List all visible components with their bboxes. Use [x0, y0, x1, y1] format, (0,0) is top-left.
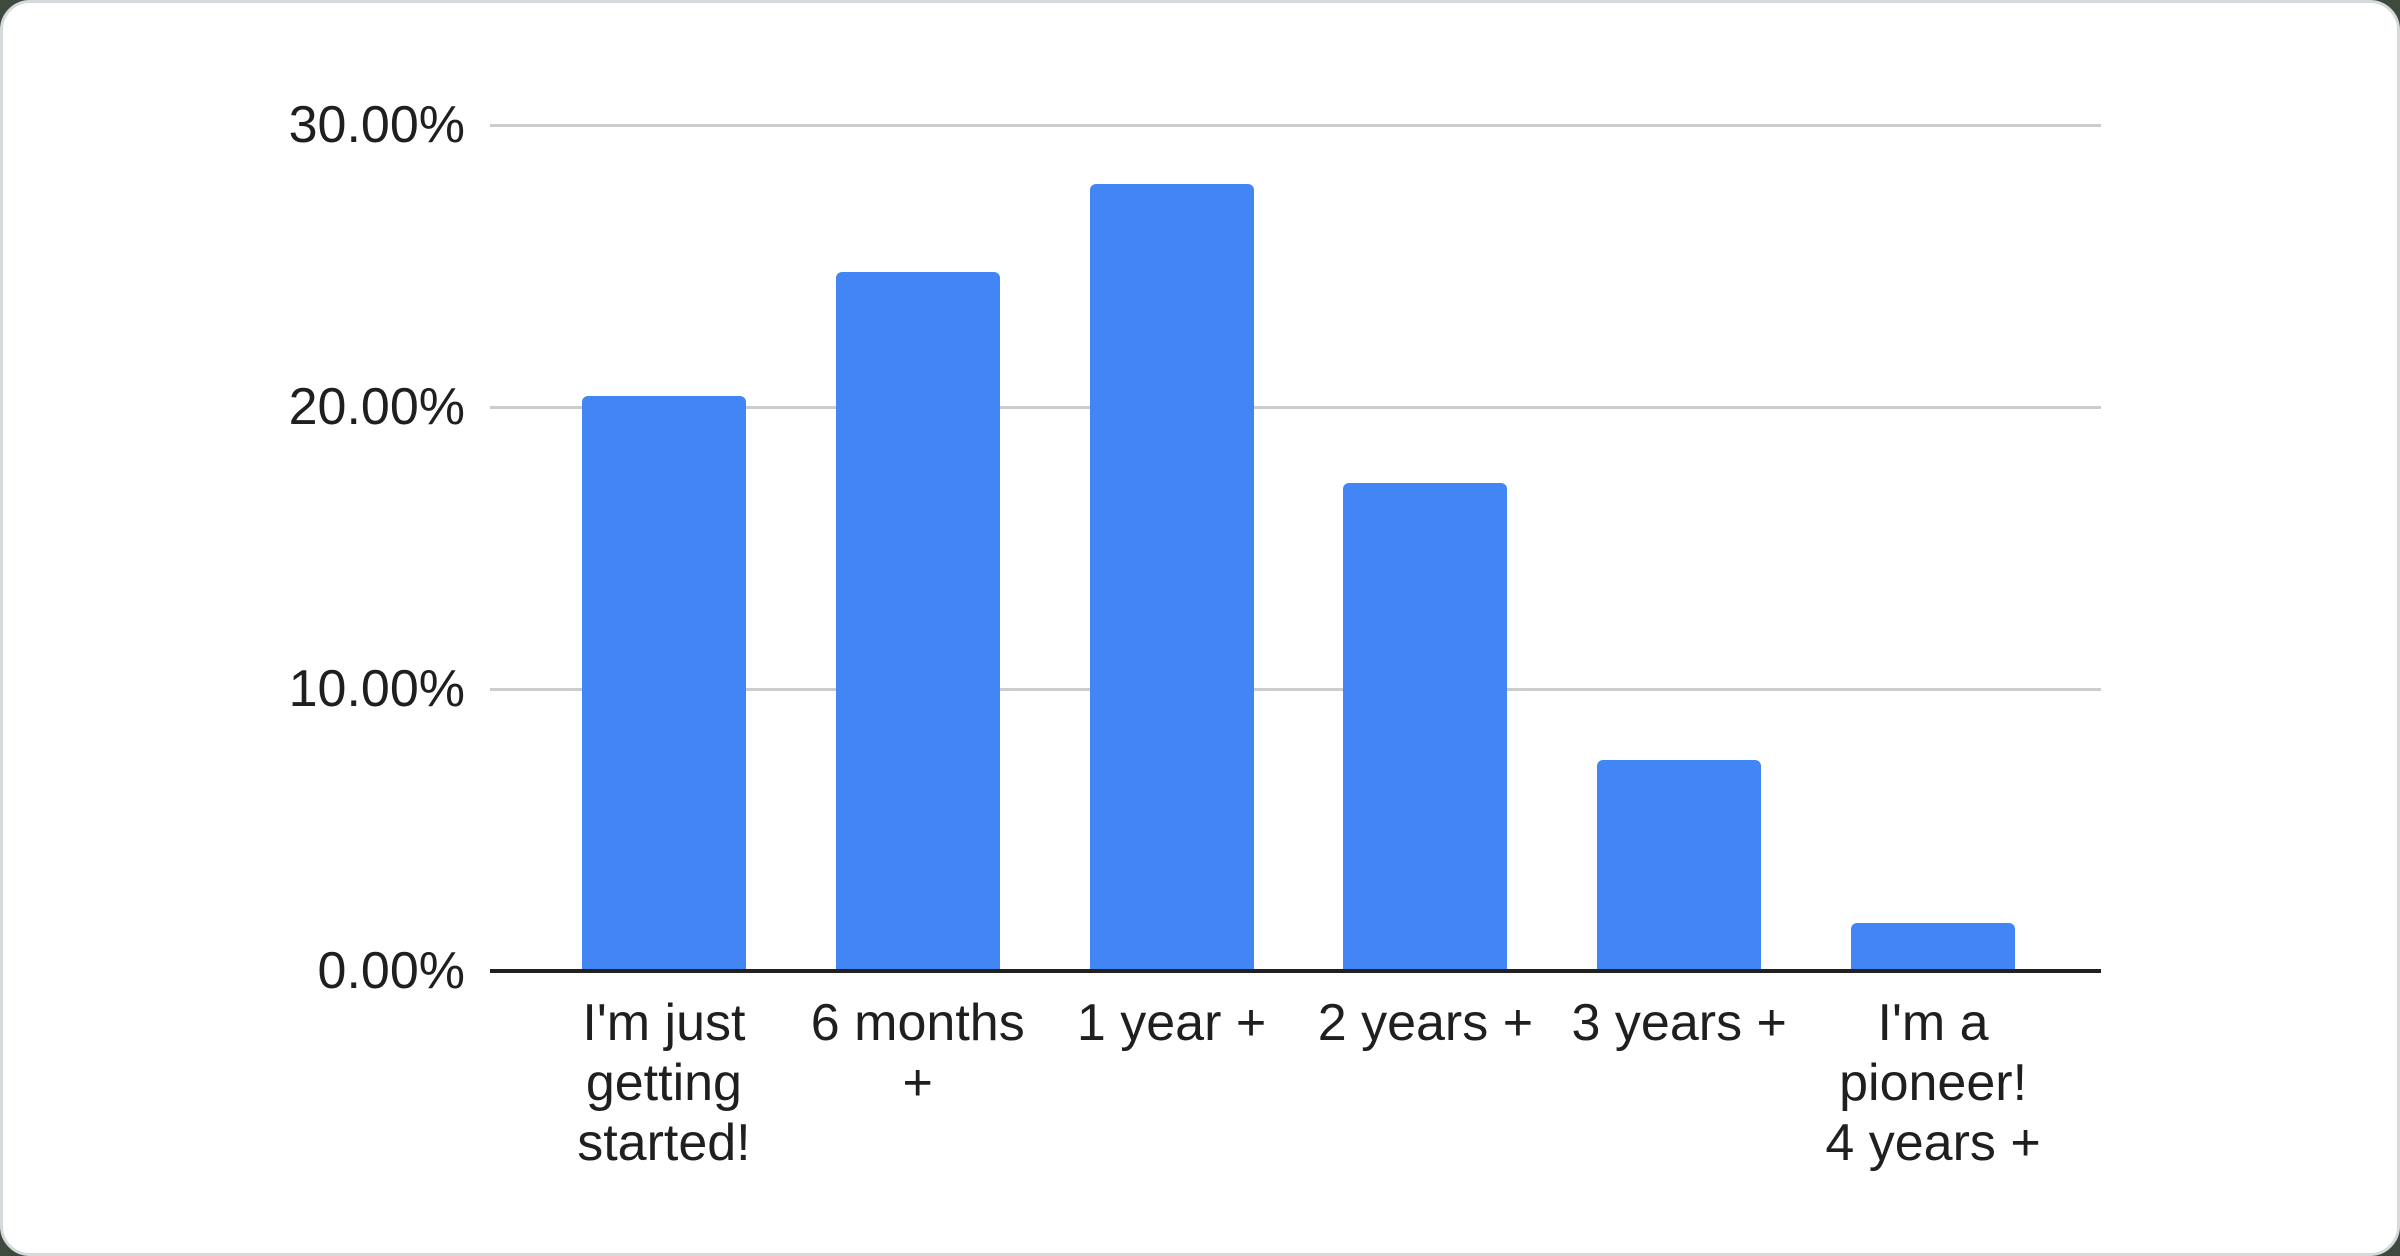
x-axis-category-label: 1 year + — [1076, 994, 1267, 1052]
y-axis-tick-label: 0.00% — [317, 942, 465, 1000]
gridline — [490, 688, 2101, 691]
bar[interactable] — [1089, 184, 1254, 971]
bar-band — [1806, 125, 2060, 971]
bar[interactable] — [1851, 923, 2016, 971]
x-axis-labels: I'm just getting started! 6 months + 1 y… — [537, 993, 2060, 1173]
x-axis-category-label: 6 months + — [810, 994, 1025, 1112]
bars-row — [537, 125, 2060, 971]
x-axis-category-label: 2 years + — [1317, 994, 1534, 1052]
gridline — [490, 124, 2101, 127]
bar[interactable] — [835, 271, 1000, 971]
x-axis-category-label: 3 years + — [1571, 994, 1787, 1052]
bar-chart: 30.00% 20.00% 10.00% 0.00% — [3, 3, 2397, 1253]
y-axis-tick-label: 10.00% — [288, 660, 465, 718]
x-axis-category-label: I'm a pioneer! 4 years + — [1825, 994, 2041, 1172]
bar-band — [1552, 125, 1806, 971]
bar-band — [791, 125, 1045, 971]
gridline — [490, 405, 2101, 409]
bar[interactable] — [581, 395, 746, 971]
bar-band — [1298, 125, 1552, 971]
bar[interactable] — [1597, 759, 1762, 971]
bar[interactable] — [1343, 483, 1508, 971]
x-axis-category-label: I'm just getting started! — [577, 994, 751, 1172]
x-axis-line — [490, 969, 2101, 973]
plot-area — [490, 124, 2101, 973]
y-axis-tick-label: 20.00% — [288, 378, 465, 436]
bar-band — [1045, 125, 1299, 971]
bar-band — [537, 125, 791, 971]
y-axis-tick-label: 30.00% — [288, 96, 465, 154]
